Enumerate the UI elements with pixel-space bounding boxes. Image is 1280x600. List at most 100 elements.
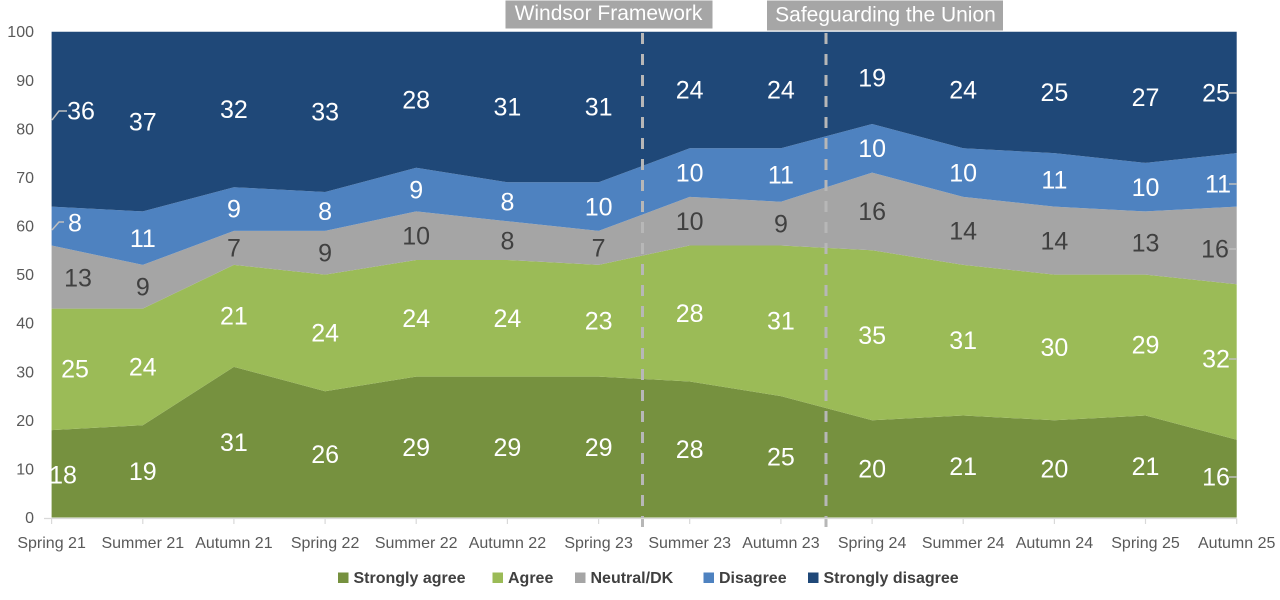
svg-text:0: 0 xyxy=(25,510,34,527)
svg-text:13: 13 xyxy=(1132,230,1160,258)
svg-text:90: 90 xyxy=(16,73,34,90)
svg-text:23: 23 xyxy=(585,308,613,336)
svg-text:Summer 21: Summer 21 xyxy=(101,535,184,552)
svg-text:18: 18 xyxy=(49,462,77,490)
svg-text:36: 36 xyxy=(67,98,95,126)
svg-text:25: 25 xyxy=(1040,79,1068,107)
svg-text:10: 10 xyxy=(858,135,886,163)
svg-text:21: 21 xyxy=(949,453,977,481)
svg-text:10: 10 xyxy=(1132,174,1160,202)
svg-text:Spring 21: Spring 21 xyxy=(17,535,86,552)
svg-text:8: 8 xyxy=(500,188,514,216)
svg-text:21: 21 xyxy=(220,303,248,331)
svg-text:Spring 25: Spring 25 xyxy=(1111,535,1180,552)
svg-text:26: 26 xyxy=(311,441,339,469)
svg-text:25: 25 xyxy=(1202,80,1230,108)
svg-text:35: 35 xyxy=(858,322,886,350)
svg-text:Summer 24: Summer 24 xyxy=(922,535,1005,552)
svg-text:30: 30 xyxy=(16,364,34,381)
svg-text:30: 30 xyxy=(1040,334,1068,362)
svg-text:32: 32 xyxy=(1202,346,1230,374)
svg-text:9: 9 xyxy=(136,273,150,301)
svg-text:8: 8 xyxy=(318,198,332,226)
svg-text:29: 29 xyxy=(1132,332,1160,360)
svg-text:9: 9 xyxy=(409,176,423,204)
svg-text:24: 24 xyxy=(311,320,339,348)
svg-text:70: 70 xyxy=(16,170,34,187)
svg-text:29: 29 xyxy=(585,434,613,462)
svg-text:25: 25 xyxy=(767,444,795,472)
svg-text:9: 9 xyxy=(774,210,788,238)
svg-text:40: 40 xyxy=(16,316,34,333)
svg-text:10: 10 xyxy=(676,208,704,236)
svg-text:31: 31 xyxy=(767,308,795,336)
svg-text:10: 10 xyxy=(16,461,34,478)
svg-text:31: 31 xyxy=(220,429,248,457)
svg-text:11: 11 xyxy=(1041,167,1067,195)
svg-text:14: 14 xyxy=(949,218,977,246)
svg-text:33: 33 xyxy=(311,99,339,127)
svg-text:24: 24 xyxy=(129,354,157,382)
svg-text:Spring 22: Spring 22 xyxy=(291,535,360,552)
svg-text:32: 32 xyxy=(220,96,248,124)
svg-text:Neutral/DK: Neutral/DK xyxy=(591,570,674,587)
svg-text:Agree: Agree xyxy=(508,570,553,587)
svg-text:8: 8 xyxy=(500,227,514,255)
svg-text:Autumn 24: Autumn 24 xyxy=(1016,535,1093,552)
svg-text:Spring 24: Spring 24 xyxy=(838,535,907,552)
svg-text:Summer 22: Summer 22 xyxy=(375,535,458,552)
svg-text:21: 21 xyxy=(1132,453,1160,481)
svg-text:7: 7 xyxy=(592,235,606,263)
svg-text:24: 24 xyxy=(402,305,430,333)
svg-text:10: 10 xyxy=(585,193,613,221)
svg-text:14: 14 xyxy=(1040,227,1068,255)
svg-text:24: 24 xyxy=(493,305,521,333)
svg-text:9: 9 xyxy=(318,239,332,267)
svg-text:Windsor Framework: Windsor Framework xyxy=(515,2,703,25)
svg-text:Autumn 21: Autumn 21 xyxy=(195,535,272,552)
svg-text:31: 31 xyxy=(949,327,977,355)
svg-text:Disagree: Disagree xyxy=(719,570,787,587)
svg-text:10: 10 xyxy=(676,159,704,187)
svg-text:Strongly disagree: Strongly disagree xyxy=(824,570,959,587)
svg-text:Spring 23: Spring 23 xyxy=(564,535,633,552)
svg-text:20: 20 xyxy=(858,456,886,484)
svg-text:29: 29 xyxy=(402,434,430,462)
svg-text:11: 11 xyxy=(1205,171,1231,199)
svg-text:100: 100 xyxy=(7,24,34,41)
svg-text:11: 11 xyxy=(768,162,794,190)
svg-text:31: 31 xyxy=(585,94,613,122)
svg-text:50: 50 xyxy=(16,267,34,284)
svg-text:16: 16 xyxy=(858,198,886,226)
svg-text:16: 16 xyxy=(1202,464,1230,492)
svg-text:9: 9 xyxy=(227,196,241,224)
svg-text:24: 24 xyxy=(676,77,704,105)
svg-text:Autumn 25: Autumn 25 xyxy=(1198,535,1275,552)
svg-text:Strongly agree: Strongly agree xyxy=(354,570,466,587)
svg-text:28: 28 xyxy=(676,300,704,328)
svg-text:80: 80 xyxy=(16,121,34,138)
svg-text:37: 37 xyxy=(129,108,157,136)
svg-text:20: 20 xyxy=(16,413,34,430)
svg-text:20: 20 xyxy=(1040,456,1068,484)
svg-text:28: 28 xyxy=(676,436,704,464)
svg-text:11: 11 xyxy=(130,225,156,253)
svg-text:Safeguarding the Union: Safeguarding the Union xyxy=(775,4,996,27)
svg-text:7: 7 xyxy=(227,235,241,263)
svg-text:19: 19 xyxy=(858,65,886,93)
svg-text:8: 8 xyxy=(68,210,82,238)
svg-text:27: 27 xyxy=(1132,84,1160,112)
svg-text:10: 10 xyxy=(402,222,430,250)
svg-text:29: 29 xyxy=(493,434,521,462)
svg-text:19: 19 xyxy=(129,458,157,486)
svg-text:28: 28 xyxy=(402,86,430,114)
svg-text:Summer 23: Summer 23 xyxy=(648,535,731,552)
svg-text:60: 60 xyxy=(16,219,34,236)
svg-text:13: 13 xyxy=(64,265,92,293)
svg-text:24: 24 xyxy=(949,77,977,105)
svg-text:25: 25 xyxy=(61,356,89,384)
svg-text:31: 31 xyxy=(493,94,521,122)
svg-text:24: 24 xyxy=(767,77,795,105)
svg-text:Autumn 23: Autumn 23 xyxy=(742,535,819,552)
svg-text:10: 10 xyxy=(949,159,977,187)
